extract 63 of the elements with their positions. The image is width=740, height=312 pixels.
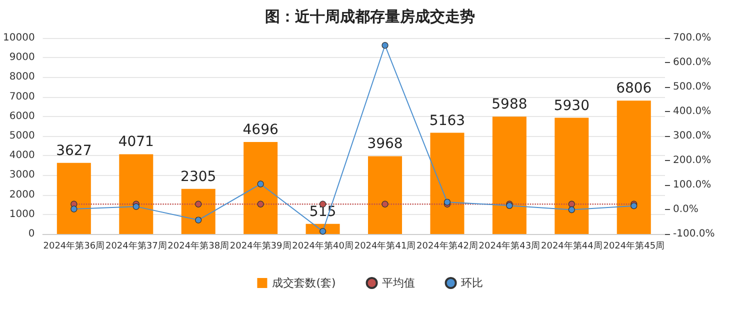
bar xyxy=(616,100,651,234)
y2-tick-label: 100.0% xyxy=(673,180,712,190)
x-tick-label: 2024年第39周 xyxy=(230,240,292,252)
data-label: 4071 xyxy=(118,134,154,150)
y-tick-label: 5000 xyxy=(9,130,35,142)
legend-label: 平均值 xyxy=(382,276,415,290)
bar xyxy=(492,116,526,234)
bar xyxy=(368,156,402,234)
data-label: 3968 xyxy=(367,136,403,152)
y2-tick-label: -100.0% xyxy=(673,228,715,240)
y-tick-label: 3000 xyxy=(9,170,35,181)
y-tick-label: 4000 xyxy=(9,150,35,162)
y-tick-label: 8000 xyxy=(9,72,35,83)
bar xyxy=(244,142,278,234)
y-tick-label: 0 xyxy=(28,228,35,240)
data-label: 5988 xyxy=(492,96,528,113)
x-tick-label: 2024年第36周 xyxy=(43,240,105,252)
point xyxy=(568,200,575,208)
x-tick-label: 2024年第37周 xyxy=(105,240,167,252)
data-label: 6806 xyxy=(616,80,652,97)
bar xyxy=(430,132,464,234)
point xyxy=(257,180,264,188)
bar xyxy=(56,162,91,234)
data-label: 5930 xyxy=(554,98,590,114)
y2-tick-label: 500.0% xyxy=(673,82,712,92)
y2-tick-label: 600.0% xyxy=(673,57,712,68)
x-tick-label: 2024年第44周 xyxy=(540,240,602,252)
x-tick-label: 2024年第42周 xyxy=(416,240,478,252)
bar xyxy=(554,118,589,234)
y2-tick-label: 200.0% xyxy=(673,155,712,166)
legend-label: 成交套数(套) xyxy=(272,276,336,290)
x-tick-label: 2024年第45周 xyxy=(603,240,665,252)
y2-tick-label: 300.0% xyxy=(673,130,712,142)
y-tick-label: 7000 xyxy=(9,91,35,102)
data-label: 5163 xyxy=(429,112,466,129)
legend-label: 环比 xyxy=(460,276,483,290)
point xyxy=(70,206,78,212)
data-label: 3627 xyxy=(56,142,92,159)
y-tick-label: 2000 xyxy=(9,189,35,200)
x-tick-label: 2024年第41周 xyxy=(354,240,416,252)
y-tick-label: 10000 xyxy=(3,32,35,44)
y-tick-label: 1000 xyxy=(9,208,35,220)
data-label: 4696 xyxy=(242,122,278,138)
point xyxy=(320,228,326,235)
bar xyxy=(181,188,216,234)
chart-title: 图：近十周成都存量房成交走势 xyxy=(265,8,475,26)
point xyxy=(382,200,388,208)
y-tick-label: 9000 xyxy=(9,52,35,64)
point xyxy=(132,203,140,210)
y2-tick-label: 400.0% xyxy=(673,106,712,117)
x-tick-label: 2024年第40周 xyxy=(292,240,354,252)
point xyxy=(568,206,575,214)
point xyxy=(257,200,264,208)
x-tick-label: 2024年第38周 xyxy=(168,240,230,252)
x-tick-label: 2024年第43周 xyxy=(478,240,540,252)
point xyxy=(195,200,202,208)
y2-tick-label: 700.0% xyxy=(673,32,712,44)
point xyxy=(195,216,202,224)
y2-tick-label: 0.0% xyxy=(673,204,698,215)
point xyxy=(382,42,388,49)
y-tick-label: 6000 xyxy=(9,110,35,122)
data-label: 2305 xyxy=(180,168,216,185)
bar xyxy=(119,154,154,234)
